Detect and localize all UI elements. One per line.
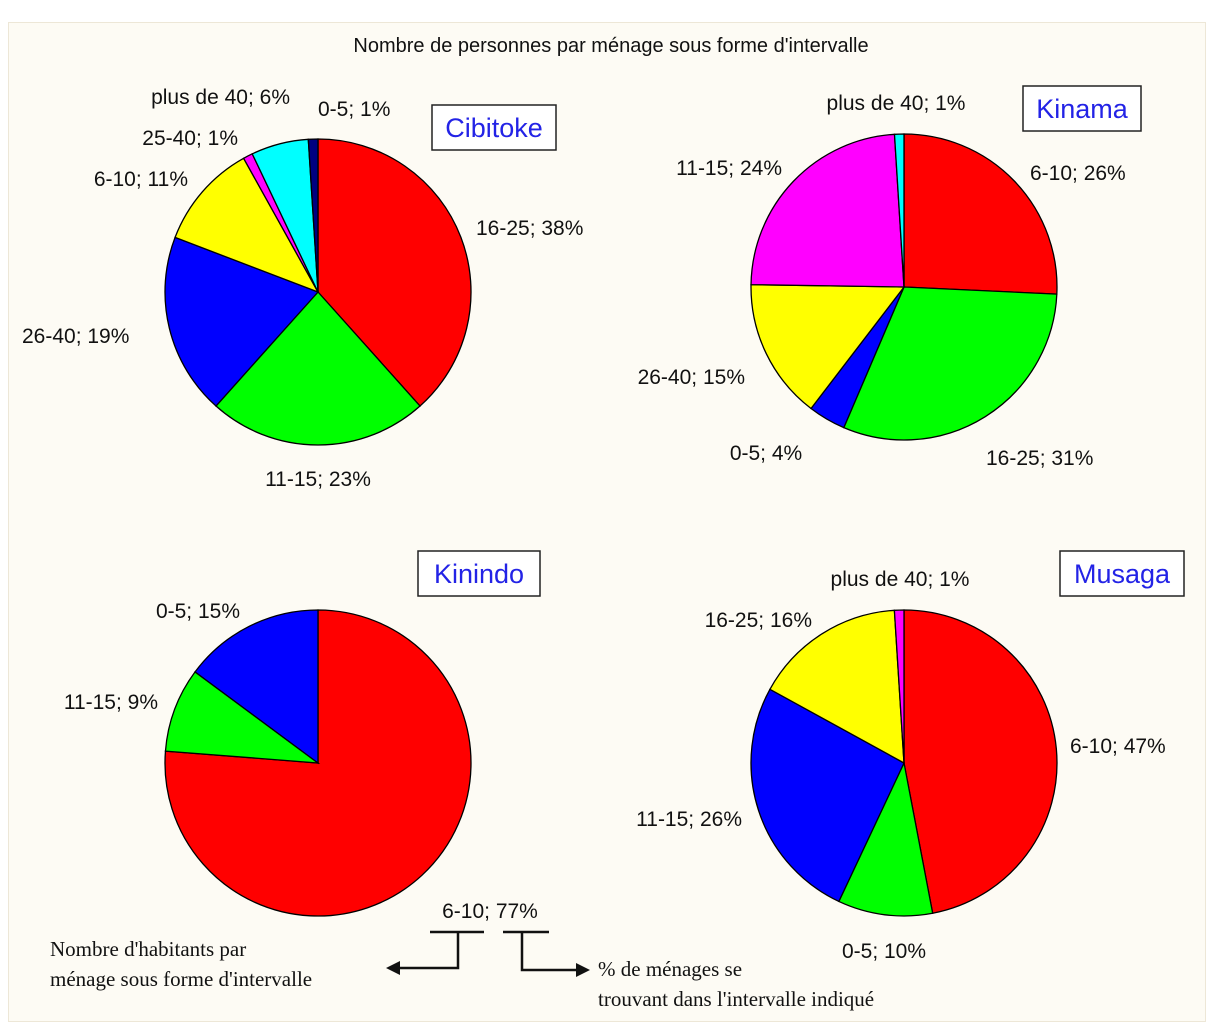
pie-slice-6-10 — [164, 609, 472, 917]
pie-slice-11-15 — [164, 671, 321, 764]
figure-title: Nombre de personnes par ménage sous form… — [353, 35, 868, 57]
pie-slice-6-10 — [903, 609, 1058, 915]
pie-chart-cibitoke: 16-25; 38% 11-15; 23% 26-40; 19% 6-10; 11% 2… — [22, 86, 583, 491]
annotation-left-line2: ménage sous forme d'intervalle — [50, 967, 312, 991]
place-title: Musaga — [1074, 559, 1171, 589]
percent-bracket — [503, 930, 578, 972]
pie-slice-6-10 — [903, 133, 1058, 295]
annotation-right-line1: % de ménages se — [598, 957, 742, 981]
slice-label: 11-15; 26% — [636, 808, 742, 831]
pie-slice-26-40 — [164, 236, 320, 407]
place-title-box — [417, 550, 541, 597]
pie-slice-11-15 — [750, 133, 905, 288]
pie-slice-11-15 — [215, 291, 421, 446]
place-title: Kinindo — [434, 559, 524, 589]
slice-label: 0-5; 10% — [842, 940, 926, 963]
pie-slice-0-5 — [194, 609, 319, 765]
slice-label: plus de 40; 1% — [827, 92, 966, 115]
slice-label: 11-15; 9% — [64, 691, 158, 714]
slice-label: 11-15; 23% — [265, 468, 371, 491]
pie-slice-16-25 — [317, 138, 472, 407]
place-title-box — [431, 104, 557, 151]
slice-label: 16-25; 16% — [705, 609, 812, 632]
label-format-annotation: Nombre d'habitants par ménage sous forme… — [50, 930, 874, 1011]
pie-slice-16-25 — [769, 609, 905, 765]
slice-label: 6-10; 47% — [1070, 735, 1166, 758]
pie-slice-0-5 — [307, 138, 319, 293]
pie-slice-plus-de-40 — [893, 609, 905, 764]
slice-label: 0-5; 4% — [730, 442, 802, 465]
slice-label: 26-40; 15% — [638, 366, 745, 389]
place-title-box — [1059, 550, 1185, 597]
pie-chart-kinama: 6-10; 26% 16-25; 31% 0-5; 4% 26-40; 15% 11-1… — [638, 85, 1142, 470]
slice-label: 16-25; 38% — [476, 217, 583, 240]
slice-label: 0-5; 15% — [156, 600, 240, 623]
slice-label: 0-5; 1% — [318, 98, 390, 121]
pie-chart-kinindo: 6-10; 77% 11-15; 9% 0-5; 15% Kinindo — [64, 550, 541, 923]
pie-slice-6-10 — [174, 157, 320, 294]
slice-label: 6-10; 11% — [94, 168, 188, 191]
slice-label: plus de 40; 1% — [831, 568, 970, 591]
pie-slice-26-40 — [750, 283, 906, 410]
slice-label: 11-15; 24% — [676, 157, 782, 180]
pie-slice-16-25 — [842, 286, 1058, 441]
pie-slice-plus-de-40 — [893, 133, 905, 288]
slice-label: 25-40; 1% — [142, 127, 238, 150]
interval-bracket — [398, 930, 484, 970]
place-title: Kinama — [1036, 94, 1129, 124]
pie-chart-musaga: 6-10; 47% 0-5; 10% 11-15; 26% 16-25; 16% plu… — [636, 550, 1185, 963]
slice-label: plus de 40; 6% — [151, 86, 290, 109]
pie-slice-0-5 — [837, 760, 934, 917]
annotation-right-line2: trouvant dans l'intervalle indiqué — [598, 987, 874, 1011]
slice-label: 6-10; 26% — [1030, 162, 1126, 185]
slice-label: 16-25; 31% — [986, 447, 1093, 470]
left-arrow-icon — [386, 961, 400, 975]
place-title: Cibitoke — [445, 113, 543, 143]
annotation-left-line1: Nombre d'habitants par — [50, 937, 246, 961]
right-arrow-icon — [576, 963, 590, 977]
slice-label: 6-10; 77% — [442, 900, 538, 923]
slice-label: 26-40; 19% — [22, 325, 129, 348]
place-title-box — [1022, 85, 1142, 132]
